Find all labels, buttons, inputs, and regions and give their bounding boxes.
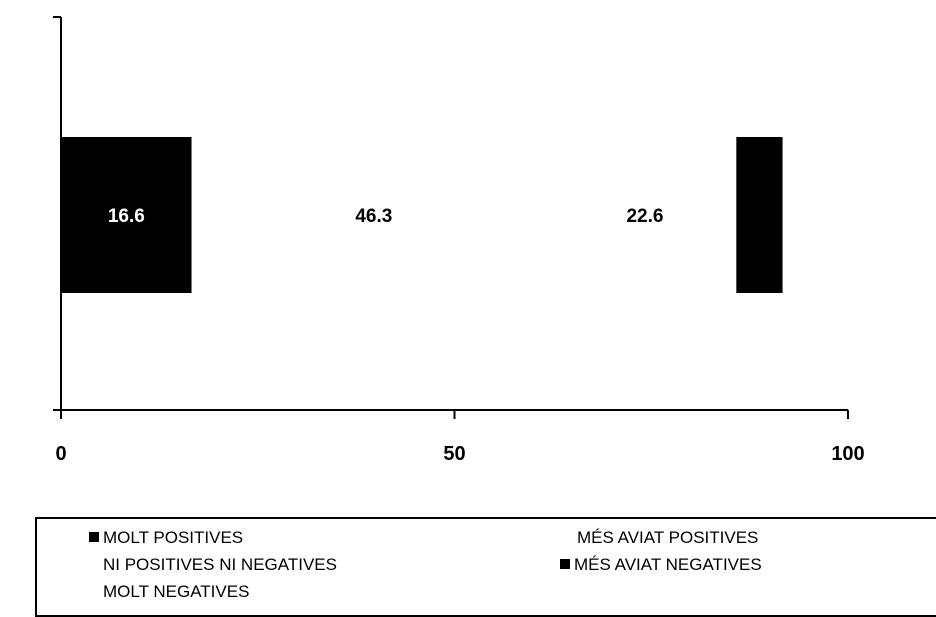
chart-x-tick-labels: 0 50 100 <box>55 443 864 465</box>
legend-label: MOLT NEGATIVES <box>103 582 250 601</box>
legend-label: NI POSITIVES NI NEGATIVES <box>103 555 337 574</box>
legend-item-molt-negatives: MOLT NEGATIVES <box>89 582 249 602</box>
bar-segment-5 <box>782 137 848 293</box>
legend-item-molt-positives: MOLT POSITIVES <box>89 528 243 548</box>
legend-label: MÉS AVIAT NEGATIVES <box>574 555 762 574</box>
data-label: 16.6 <box>108 206 145 227</box>
bar-segment-3 <box>556 137 734 293</box>
bar-segment-2 <box>191 137 557 293</box>
x-tick-label: 100 <box>831 443 864 465</box>
chart-bars <box>61 137 848 293</box>
legend-label: MÉS AVIAT POSITIVES <box>577 528 759 547</box>
legend-label: MOLT POSITIVES <box>103 528 244 547</box>
stacked-bar-chart: 16.6 46.3 22.6 0 50 100 <box>53 16 865 465</box>
data-label: 46.3 <box>355 206 392 227</box>
chart-legend: MOLT POSITIVES MÉS AVIAT POSITIVES NI PO… <box>35 517 936 617</box>
legend-item-mes-aviat-negatives: MÉS AVIAT NEGATIVES <box>560 555 762 575</box>
legend-swatch-icon <box>89 559 99 569</box>
bar-segment-4 <box>736 137 783 293</box>
chart-data-labels: 16.6 46.3 22.6 <box>108 206 664 227</box>
x-tick-label: 50 <box>443 443 465 465</box>
data-label: 22.6 <box>626 206 663 227</box>
legend-swatch-icon <box>560 559 570 569</box>
legend-swatch-icon <box>89 586 99 596</box>
x-tick-label: 0 <box>55 443 66 465</box>
legend-item-ni-positives-ni-negatives: NI POSITIVES NI NEGATIVES <box>89 555 337 575</box>
legend-item-mes-aviat-positives: MÉS AVIAT POSITIVES <box>577 528 758 548</box>
legend-swatch-icon <box>89 532 99 542</box>
bar-segment-1 <box>61 137 192 293</box>
